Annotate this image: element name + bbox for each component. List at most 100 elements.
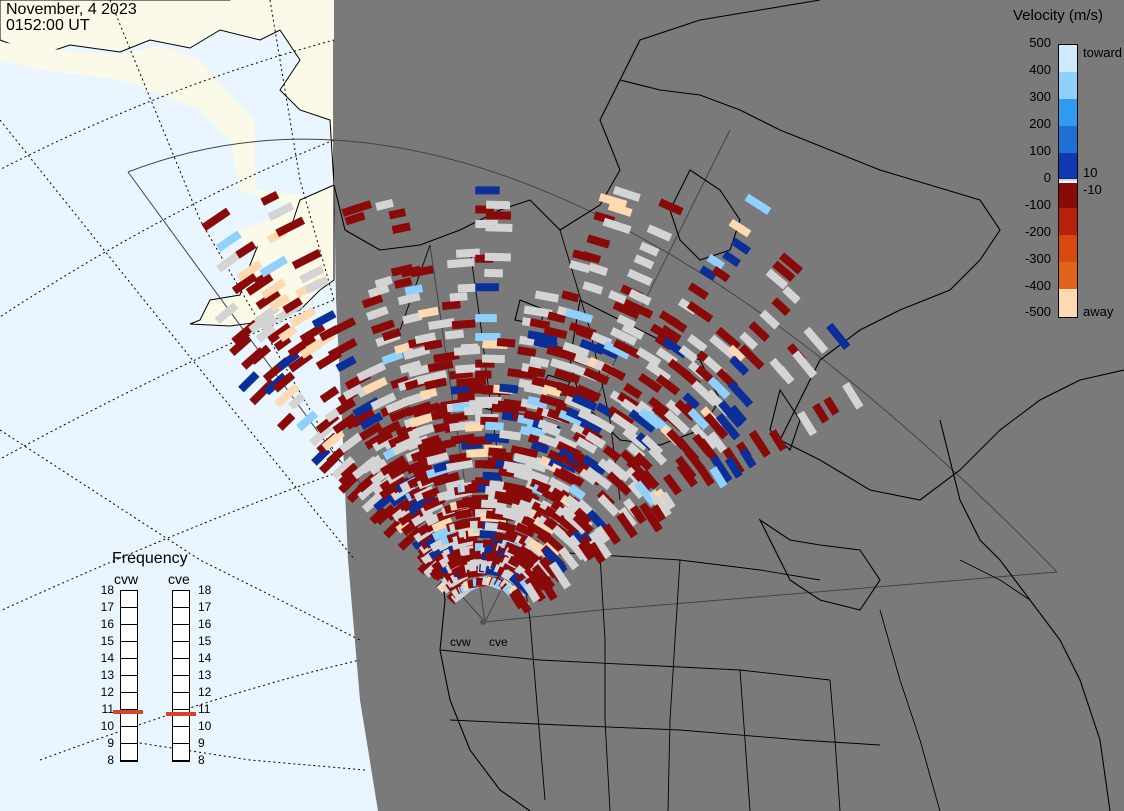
velocity-cell bbox=[684, 448, 706, 473]
velocity-cell bbox=[687, 407, 710, 431]
velocity-cell bbox=[597, 494, 620, 517]
velocity-cell bbox=[588, 262, 609, 277]
velocity-cell bbox=[768, 429, 788, 452]
velocity-cell bbox=[663, 473, 683, 496]
velocity-cell bbox=[727, 380, 754, 408]
velocity-cell bbox=[370, 392, 397, 411]
velocity-cell bbox=[374, 504, 397, 526]
frequency-scale-label: 16 bbox=[198, 617, 212, 631]
velocity-cell bbox=[255, 288, 281, 310]
frequency-scale-label: 14 bbox=[100, 651, 114, 665]
velocity-cell bbox=[201, 207, 231, 231]
velocity-cell bbox=[397, 526, 423, 551]
velocity-cell bbox=[563, 511, 588, 535]
velocity-cell bbox=[594, 342, 620, 360]
velocity-cell bbox=[475, 314, 497, 323]
colorbar-segment bbox=[1059, 72, 1077, 99]
velocity-cell bbox=[399, 360, 422, 374]
velocity-cell bbox=[636, 347, 662, 367]
velocity-cell bbox=[485, 211, 512, 220]
velocity-cell bbox=[412, 424, 432, 438]
velocity-cell bbox=[612, 339, 642, 359]
velocity-cell bbox=[289, 306, 317, 328]
frequency-cell bbox=[121, 642, 137, 659]
site-label-cve: cve bbox=[489, 635, 508, 649]
velocity-cell bbox=[550, 358, 576, 373]
velocity-cell bbox=[727, 344, 746, 363]
velocity-cell bbox=[274, 383, 300, 408]
velocity-cell bbox=[553, 434, 578, 451]
velocity-cell bbox=[718, 400, 744, 429]
velocity-cell bbox=[287, 334, 317, 358]
velocity-cell bbox=[765, 268, 789, 290]
velocity-cell bbox=[607, 202, 633, 217]
velocity-cell bbox=[564, 494, 584, 512]
velocity-cell bbox=[407, 364, 430, 378]
velocity-cell bbox=[601, 363, 626, 381]
velocity-cell bbox=[449, 292, 468, 302]
velocity-cell bbox=[711, 266, 731, 283]
velocity-cell bbox=[541, 488, 566, 507]
velocity-cell bbox=[216, 251, 241, 273]
frequency-scale-label: 17 bbox=[198, 600, 212, 614]
velocity-cell bbox=[782, 286, 801, 304]
velocity-cell bbox=[682, 392, 700, 410]
velocity-cell bbox=[796, 410, 818, 437]
frequency-cell bbox=[173, 693, 189, 710]
velocity-cell bbox=[499, 383, 519, 394]
velocity-cell bbox=[480, 397, 502, 406]
velocity-cell bbox=[445, 459, 474, 472]
velocity-cell bbox=[267, 202, 295, 221]
velocity-cell bbox=[602, 523, 621, 545]
velocity-cell bbox=[229, 334, 252, 357]
velocity-cell bbox=[282, 297, 303, 314]
velocity-cell bbox=[486, 200, 511, 210]
velocity-cell bbox=[383, 519, 402, 539]
frequency-scale-label: 9 bbox=[107, 736, 114, 750]
velocity-cell bbox=[579, 468, 598, 486]
velocity-cell bbox=[273, 335, 292, 352]
velocity-cell bbox=[648, 446, 668, 466]
velocity-cell bbox=[582, 454, 607, 476]
frequency-gauge-cvw bbox=[120, 590, 138, 762]
velocity-cell bbox=[771, 297, 791, 317]
velocity-cell bbox=[340, 462, 359, 481]
velocity-cell bbox=[361, 294, 384, 309]
velocity-cell bbox=[269, 293, 291, 312]
colorbar-segment bbox=[1059, 99, 1077, 126]
velocity-cell bbox=[296, 410, 319, 432]
velocity-cell bbox=[628, 288, 652, 306]
velocity-cell bbox=[503, 398, 523, 410]
velocity-cell bbox=[715, 413, 741, 441]
frequency-cell bbox=[173, 710, 189, 727]
velocity-cell bbox=[287, 392, 306, 410]
velocity-cell bbox=[586, 234, 611, 249]
velocity-cell bbox=[412, 402, 441, 418]
velocity-cell bbox=[214, 302, 239, 325]
velocity-cell bbox=[451, 319, 476, 330]
velocity-cell bbox=[527, 366, 546, 378]
velocity-cell bbox=[651, 495, 670, 518]
velocity-cell bbox=[722, 250, 742, 268]
velocity-cell bbox=[676, 462, 698, 488]
velocity-cell bbox=[431, 516, 454, 533]
velocity-cell bbox=[410, 495, 429, 511]
velocity-cell bbox=[634, 480, 658, 507]
colorbar-toward-label: toward bbox=[1083, 45, 1123, 60]
velocity-cell bbox=[538, 433, 560, 449]
velocity-cell bbox=[260, 190, 280, 206]
velocity-cell bbox=[381, 350, 404, 365]
frequency-cell bbox=[173, 676, 189, 693]
velocity-cell bbox=[567, 483, 586, 501]
velocity-cell bbox=[655, 374, 681, 396]
velocity-cell bbox=[403, 345, 431, 360]
frequency-marker-cve bbox=[166, 712, 196, 717]
colorbar-segment bbox=[1059, 181, 1077, 183]
frequency-cell bbox=[173, 744, 189, 761]
velocity-cell bbox=[511, 588, 532, 614]
velocity-cell bbox=[572, 513, 594, 535]
velocity-cell bbox=[527, 433, 549, 448]
dayside-land-siberia bbox=[0, 42, 300, 250]
velocity-cell bbox=[299, 265, 325, 284]
